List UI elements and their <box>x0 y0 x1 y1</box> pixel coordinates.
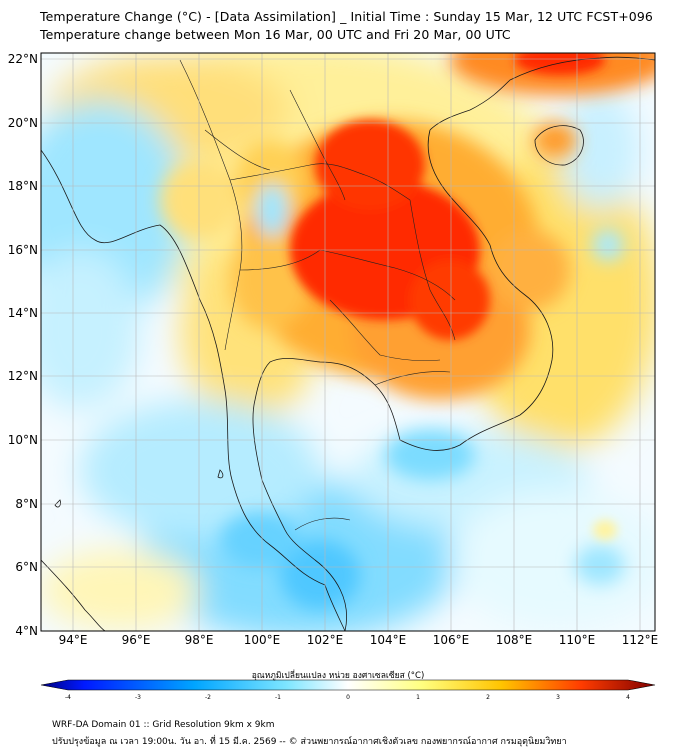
lon-label: 94°E <box>59 633 88 647</box>
lon-label: 110°E <box>559 633 596 647</box>
plot-frame <box>40 52 656 632</box>
lon-label: 104°E <box>370 633 407 647</box>
lat-label: 18°N <box>8 179 38 193</box>
lon-label: 98°E <box>185 633 214 647</box>
colorbar: -4 -3 -2 -1 0 1 2 3 4 <box>40 679 656 701</box>
lat-label: 8°N <box>15 497 38 511</box>
temperature-field <box>41 53 655 631</box>
lon-label: 100°E <box>244 633 281 647</box>
colorbar-tick: 4 <box>626 694 630 701</box>
colorbar-tick: -3 <box>135 694 141 701</box>
colorbar-tick: -1 <box>275 694 281 701</box>
lon-label: 108°E <box>496 633 533 647</box>
lat-label: 14°N <box>8 306 38 320</box>
colorbar-tick: -4 <box>65 694 71 701</box>
map-title: Temperature Change (°C) - [Data Assimila… <box>40 9 653 24</box>
lat-label: 4°N <box>15 624 38 638</box>
colorbar-tick: -2 <box>205 694 211 701</box>
footer-credit: ปรับปรุงข้อมูล ณ เวลา 19:00น. วัน อา. ที… <box>52 737 567 747</box>
lon-label: 96°E <box>122 633 151 647</box>
colorbar-bar <box>40 679 656 691</box>
colorbar-tick: 1 <box>416 694 420 701</box>
lat-label: 22°N <box>8 52 38 66</box>
lat-label: 6°N <box>15 560 38 574</box>
lon-label: 112°E <box>622 633 659 647</box>
lat-label: 12°N <box>8 369 38 383</box>
graticule <box>41 53 655 631</box>
lat-label: 16°N <box>8 243 38 257</box>
colorbar-tick: 3 <box>556 694 560 701</box>
lat-label: 20°N <box>8 116 38 130</box>
lon-label: 106°E <box>433 633 470 647</box>
coastlines <box>41 56 655 631</box>
colorbar-tick: 2 <box>486 694 490 701</box>
map-subtitle: Temperature change between Mon 16 Mar, 0… <box>40 27 511 42</box>
lon-label: 102°E <box>307 633 344 647</box>
lat-label: 10°N <box>8 433 38 447</box>
lat-labels: 22°N 20°N 18°N 16°N 14°N 12°N 10°N 8°N 6… <box>8 52 38 638</box>
colorbar-tick: 0 <box>346 694 350 701</box>
lon-labels: 94°E 96°E 98°E 100°E 102°E 104°E 106°E 1… <box>59 633 659 647</box>
colorbar-label: อุณหภูมิเปลี่ยนแปลง หน่วย องศาเซลเซียส (… <box>251 671 425 681</box>
footer-model-info: WRF-DA Domain 01 :: Grid Resolution 9km … <box>52 720 275 730</box>
